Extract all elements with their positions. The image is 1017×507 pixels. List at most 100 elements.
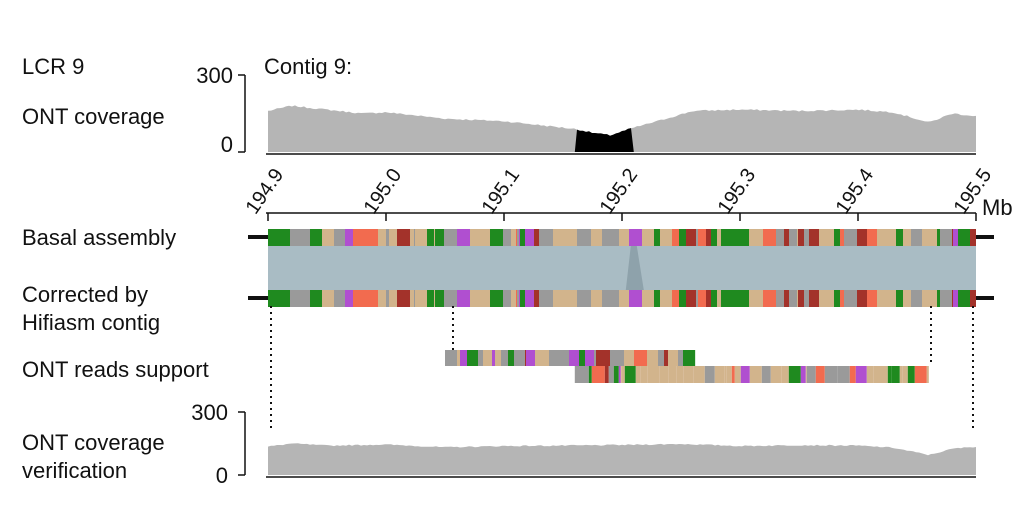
read-segment: [460, 350, 467, 366]
sequence-segment: [749, 290, 763, 307]
sequence-segment: [577, 229, 591, 246]
read-segment: [621, 366, 625, 383]
read-segment: [731, 366, 735, 383]
sequence-segment: [937, 229, 940, 246]
sequence-segment: [511, 290, 516, 307]
low-coverage-region: [574, 128, 634, 152]
sequence-segment: [268, 290, 278, 307]
coverage-area: [268, 105, 976, 152]
sequence-segment: [516, 290, 517, 307]
read-segment: [560, 350, 569, 366]
sequence-segment: [844, 290, 857, 307]
sequence-segment: [478, 229, 482, 246]
read-segment: [585, 350, 594, 366]
sequence-segment: [322, 229, 334, 246]
read-segment: [647, 350, 658, 366]
reads-support-label: ONT reads support: [22, 357, 209, 382]
sequence-segment: [642, 229, 654, 246]
sequence-segment: [478, 290, 482, 307]
sequence-segment: [654, 229, 660, 246]
sequence-segment: [642, 290, 654, 307]
coverage-ymax: 300: [196, 63, 233, 88]
read-segment: [490, 350, 492, 366]
sequence-segment: [745, 229, 749, 246]
read-segment: [635, 366, 641, 383]
sequence-segment: [534, 290, 539, 307]
support-connectors: [270, 306, 974, 428]
read-segment: [693, 366, 705, 383]
sequence-segment: [410, 229, 414, 246]
sequence-segment: [696, 290, 698, 307]
read-segment: [591, 366, 605, 383]
sequence-segment: [798, 290, 804, 307]
read-segment: [873, 366, 888, 383]
read-segment: [579, 350, 585, 366]
sequence-segment: [567, 229, 577, 246]
sequence-segment: [322, 290, 334, 307]
sequence-segment: [911, 290, 919, 307]
read-segment: [478, 350, 483, 366]
sequence-segment: [911, 229, 919, 246]
basal-label: Basal assembly: [22, 225, 177, 250]
sequence-segment: [397, 290, 410, 307]
sequence-segment: [484, 229, 490, 246]
read-segment: [849, 366, 856, 383]
read-segment: [594, 350, 596, 366]
sequence-segment: [397, 229, 410, 246]
indel-marker: [625, 246, 644, 290]
sequence-segment: [686, 290, 696, 307]
sequence-segment: [797, 290, 798, 307]
sequence-segment: [296, 229, 308, 246]
sequence-segment: [519, 290, 520, 307]
sequence-segment: [903, 229, 911, 246]
sequence-segment: [952, 229, 953, 246]
sequence-segment: [296, 290, 308, 307]
read-segment: [781, 366, 789, 383]
read-segment: [604, 366, 609, 383]
sequence-segment: [591, 290, 602, 307]
sequence-segment: [444, 229, 457, 246]
sequence-segment: [819, 229, 820, 246]
sequence-segment: [423, 290, 427, 307]
read-segment: [887, 366, 892, 383]
sequence-segment: [378, 290, 386, 307]
sequence-segment: [933, 290, 937, 307]
read-segment: [608, 366, 614, 383]
coverage-verification-track: [268, 443, 976, 475]
read-segment: [640, 366, 648, 383]
sequence-segment: [386, 229, 389, 246]
sequence-segment: [867, 229, 877, 246]
coverage-label: ONT coverage: [22, 104, 165, 129]
sequence-segment: [553, 290, 567, 307]
sequence-segment: [389, 290, 396, 307]
sequence-segment: [840, 229, 844, 246]
sequence-segment: [484, 290, 490, 307]
sequence-segment: [940, 290, 952, 307]
read-segment: [526, 350, 535, 366]
read-segment: [658, 350, 664, 366]
sequence-segment: [415, 290, 423, 307]
sequence-segment: [539, 229, 553, 246]
section-label: LCR 9: [22, 54, 85, 79]
sequence-segment: [797, 229, 798, 246]
sequence-segment: [517, 290, 519, 307]
sequence-segment: [922, 229, 933, 246]
read-segment: [676, 366, 684, 383]
sequence-segment: [714, 229, 717, 246]
read-segment: [596, 350, 610, 366]
sequence-segment: [369, 229, 378, 246]
sequence-segment: [763, 229, 776, 246]
read-segment: [588, 366, 592, 383]
sequence-segment: [745, 290, 749, 307]
sequence-segment: [698, 290, 706, 307]
sequence-segment: [714, 290, 717, 307]
sequence-segment: [706, 229, 710, 246]
sequence-segment: [364, 290, 369, 307]
sequence-segment: [346, 229, 353, 246]
sequence-segment: [345, 229, 346, 246]
sequence-segment: [798, 229, 804, 246]
sequence-segment: [308, 290, 310, 307]
sequence-segment: [706, 290, 710, 307]
sequence-segment: [553, 229, 567, 246]
